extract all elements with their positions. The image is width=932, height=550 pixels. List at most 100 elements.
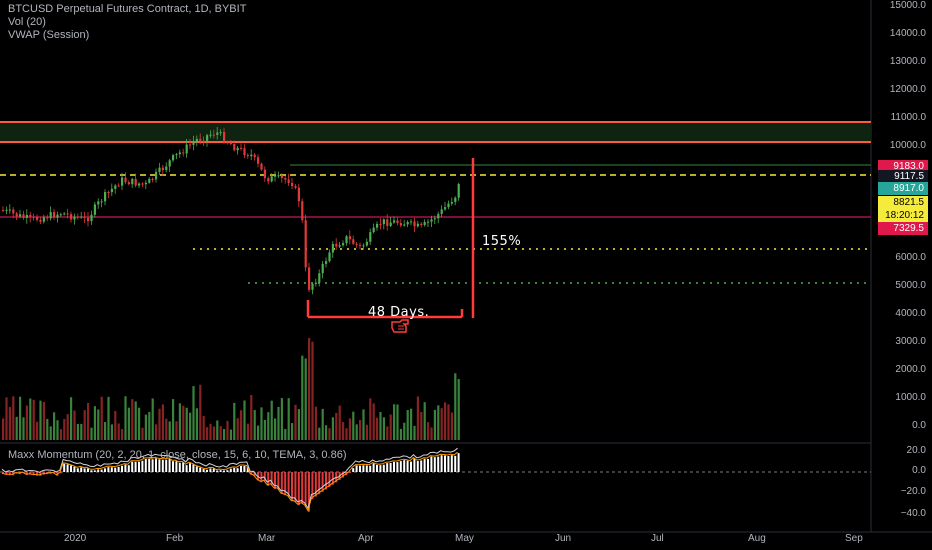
volume-bar [410, 408, 413, 440]
candlestick-series [2, 127, 460, 295]
momentum-bar [216, 470, 219, 472]
volume-bar [386, 426, 389, 440]
volume-bar [355, 424, 358, 440]
vwap-indicator-label[interactable]: VWAP (Session) [8, 29, 90, 41]
candle [165, 162, 168, 173]
momentum-bar [107, 467, 110, 472]
candle [355, 241, 358, 249]
volume-bar [301, 355, 304, 440]
volume-bar [5, 397, 8, 440]
volume-bar [379, 412, 382, 440]
volume-bar [348, 418, 351, 440]
momentum-bar [318, 472, 321, 495]
momentum-bar [124, 464, 127, 472]
momentum-bar [284, 472, 287, 496]
oscillator-legend[interactable]: Maxx Momentum (20, 2, 20, 1, close, clos… [8, 449, 347, 461]
volume-bar [454, 373, 457, 440]
volume-bar [66, 414, 69, 440]
momentum-bar [420, 460, 423, 472]
candle [433, 215, 436, 225]
candle [141, 182, 144, 187]
volume-bar [107, 396, 110, 440]
candle [161, 164, 164, 176]
volume-bar [396, 404, 399, 440]
volume-bar [382, 417, 385, 440]
volume-bar [335, 412, 338, 440]
volume-bar [440, 408, 443, 440]
candle [2, 206, 5, 213]
candle [104, 189, 107, 206]
candle [365, 238, 368, 247]
volume-bar [274, 418, 277, 440]
volume-bar [287, 398, 290, 440]
momentum-bar [427, 458, 429, 472]
volume-bar [182, 405, 185, 440]
volume-bar [447, 404, 450, 440]
volume-bar [199, 384, 202, 440]
candle [250, 149, 253, 160]
volume-bar [63, 419, 66, 440]
momentum-bar [219, 470, 222, 472]
volume-bar [253, 410, 256, 440]
volume-bar [83, 410, 86, 440]
momentum-bar [73, 466, 76, 472]
volume-bar [413, 425, 416, 440]
volume-bar [56, 420, 59, 440]
momentum-bar [274, 472, 276, 489]
momentum-bar [36, 472, 38, 476]
volume-bar [131, 399, 134, 440]
candle [328, 249, 331, 263]
percent-gain-annotation[interactable]: 155% [482, 234, 522, 249]
momentum-bar [229, 468, 232, 472]
time-tick-label: Jul [651, 533, 664, 544]
time-tick-label: May [455, 533, 474, 544]
candle [199, 133, 202, 145]
momentum-bar [393, 461, 395, 472]
momentum-bar [250, 472, 253, 475]
candle [348, 230, 351, 245]
volume-bar [223, 429, 226, 440]
momentum-bar [161, 459, 164, 472]
candle [110, 183, 113, 197]
candle [410, 219, 413, 226]
momentum-bar [365, 465, 368, 472]
symbol-title[interactable]: BTCUSD Perpetual Futures Contract, 1D, B… [8, 3, 247, 15]
momentum-bar [8, 472, 11, 476]
volume-bar [53, 412, 56, 440]
osc-tick-label: 20.0 [906, 445, 926, 456]
volume-bar [416, 396, 419, 440]
volume-bar [450, 412, 453, 440]
momentum-bar [192, 464, 195, 472]
momentum-bar [437, 456, 440, 472]
candle [155, 168, 158, 183]
candle [338, 241, 341, 248]
candle [359, 242, 362, 250]
time-tick-label: 2020 [64, 533, 87, 544]
volume-bar [325, 425, 328, 440]
momentum-bar [63, 463, 66, 472]
days-annotation[interactable]: 48 Days. [368, 305, 430, 320]
momentum-bar [440, 455, 443, 472]
momentum-bar [399, 461, 402, 472]
candle [56, 211, 59, 223]
momentum-bar [76, 468, 79, 472]
candle [362, 243, 365, 250]
volume-bar [155, 424, 158, 440]
candle [260, 162, 263, 171]
price-tick-label: 0.0 [912, 420, 926, 431]
candle [352, 235, 355, 245]
candle [117, 183, 120, 187]
volume-indicator-label[interactable]: Vol (20) [8, 16, 46, 28]
price-tick-label: 4000.0 [895, 308, 926, 319]
candle [270, 173, 273, 183]
volume-bar [430, 427, 433, 440]
volume-bar [148, 411, 151, 440]
momentum-bar [87, 468, 89, 472]
candle [87, 212, 90, 227]
price-tick-label: 12000.0 [889, 84, 926, 95]
volume-bar [457, 379, 460, 440]
volume-bar [263, 419, 266, 440]
candle [331, 241, 334, 259]
